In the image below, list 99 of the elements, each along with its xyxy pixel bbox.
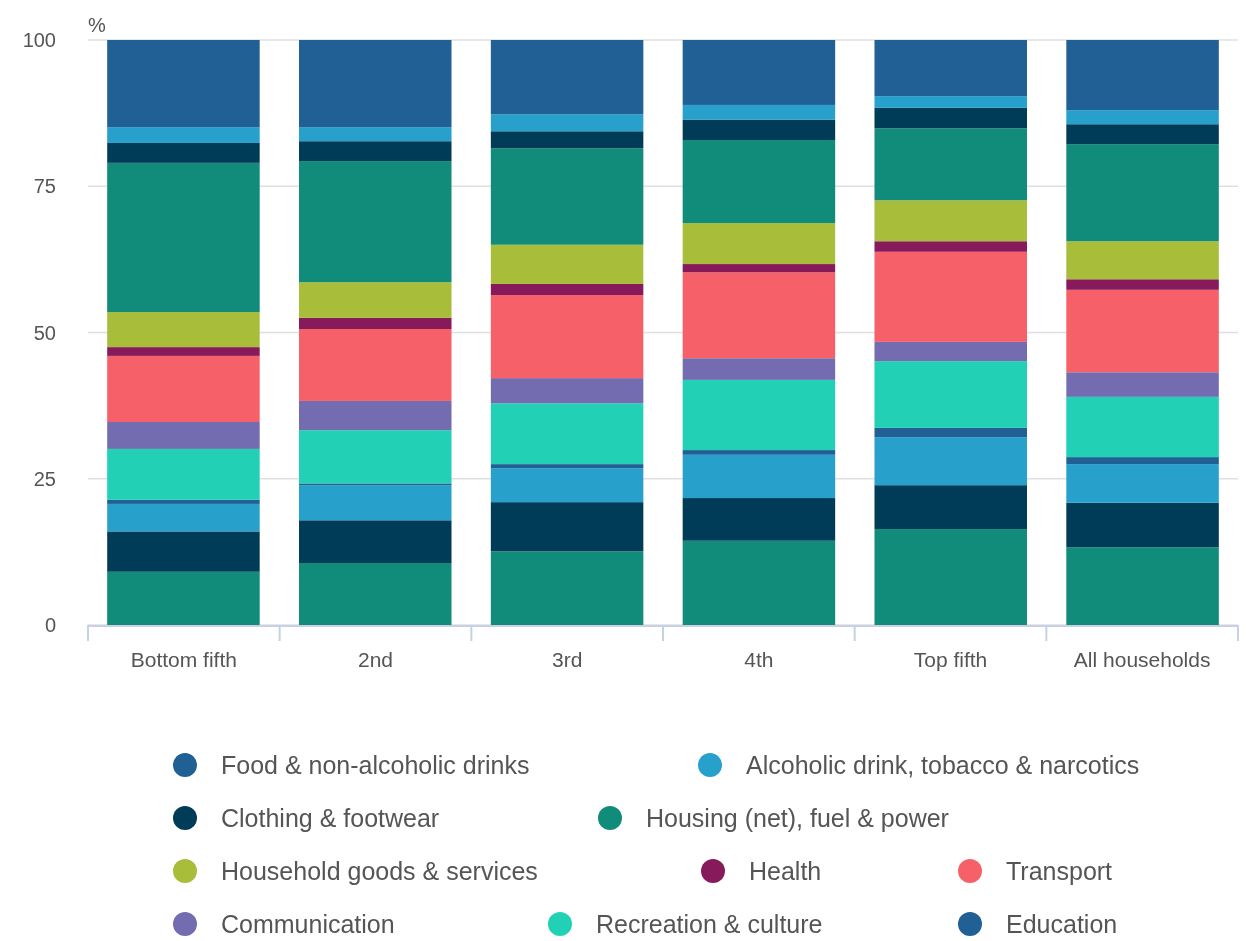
bar bbox=[874, 251, 1027, 342]
bar bbox=[874, 96, 1027, 108]
bar bbox=[107, 40, 260, 128]
bar bbox=[1066, 110, 1219, 125]
bar bbox=[1066, 40, 1219, 111]
bar bbox=[874, 427, 1027, 438]
legend-label: Education bbox=[1006, 909, 1118, 938]
bar bbox=[299, 141, 452, 162]
bar bbox=[1066, 124, 1219, 145]
bar bbox=[874, 341, 1027, 362]
y-tick-label: 75 bbox=[33, 175, 56, 198]
x-tick-label: Top fifth bbox=[913, 648, 988, 671]
bar bbox=[490, 283, 644, 296]
bar bbox=[107, 499, 260, 504]
bar bbox=[1066, 396, 1219, 458]
bar bbox=[874, 437, 1027, 486]
bar bbox=[682, 104, 836, 120]
x-tick-label: 4th bbox=[744, 648, 774, 671]
y-tick-label: 50 bbox=[33, 321, 56, 344]
bar bbox=[874, 128, 1027, 201]
x-tick-label: 2nd bbox=[357, 648, 394, 671]
bar bbox=[490, 378, 644, 404]
bar bbox=[299, 562, 452, 625]
bar bbox=[299, 161, 452, 283]
bar bbox=[1066, 289, 1219, 373]
legend-label: Household goods & services bbox=[221, 856, 538, 885]
bar bbox=[874, 107, 1027, 129]
bar bbox=[682, 540, 836, 625]
bar bbox=[1066, 457, 1219, 465]
bar bbox=[107, 162, 260, 313]
bar bbox=[1066, 502, 1219, 548]
bar bbox=[682, 454, 836, 499]
bar bbox=[490, 403, 644, 465]
bar bbox=[490, 502, 644, 552]
bar bbox=[1066, 144, 1219, 242]
bar bbox=[874, 241, 1027, 252]
x-tick-label: All households bbox=[1073, 648, 1211, 671]
legend-label: Clothing & footwear bbox=[221, 803, 440, 832]
bar bbox=[107, 312, 260, 348]
y-tick-label: 25 bbox=[33, 467, 56, 490]
legend-label: Food & non-alcoholic drinks bbox=[221, 750, 530, 779]
legend-label: Health bbox=[749, 856, 822, 885]
bar bbox=[682, 272, 836, 359]
legend-label: Alcoholic drink, tobacco & narcotics bbox=[746, 750, 1140, 779]
bar bbox=[1066, 241, 1219, 280]
legend-label: Transport bbox=[1006, 856, 1113, 885]
y-tick-label: 100 bbox=[22, 29, 56, 51]
bar bbox=[490, 148, 644, 245]
bar bbox=[1066, 547, 1219, 625]
bar bbox=[107, 142, 260, 163]
bar bbox=[299, 317, 452, 329]
x-tick-label: Bottom fifth bbox=[130, 648, 237, 671]
bar bbox=[682, 119, 836, 141]
bar bbox=[107, 503, 260, 532]
bar bbox=[107, 571, 260, 625]
bar bbox=[107, 448, 260, 500]
bar bbox=[490, 131, 644, 149]
bar bbox=[874, 200, 1027, 242]
bar bbox=[1066, 279, 1219, 290]
bar bbox=[490, 295, 644, 379]
bar bbox=[490, 464, 644, 469]
bar bbox=[107, 347, 260, 356]
bar bbox=[299, 328, 452, 401]
legend-label: Recreation & culture bbox=[596, 909, 823, 938]
bar bbox=[490, 244, 644, 284]
bar bbox=[299, 485, 452, 521]
bar bbox=[490, 40, 644, 115]
bar bbox=[682, 498, 836, 541]
bar bbox=[299, 430, 452, 484]
bar bbox=[1066, 464, 1219, 503]
bar bbox=[490, 551, 644, 625]
bar bbox=[682, 223, 836, 265]
bar bbox=[874, 485, 1027, 530]
bar bbox=[299, 520, 452, 563]
bar bbox=[874, 40, 1027, 97]
bar bbox=[682, 140, 836, 224]
legend-label: Communication bbox=[221, 909, 395, 938]
bar bbox=[490, 114, 644, 132]
bar bbox=[299, 400, 452, 431]
bar bbox=[874, 529, 1027, 625]
y-axis-title: % bbox=[88, 14, 106, 36]
bar bbox=[874, 361, 1027, 428]
bar bbox=[682, 358, 836, 380]
bar bbox=[299, 40, 452, 128]
bar bbox=[107, 127, 260, 143]
x-tick-label: 3rd bbox=[551, 648, 583, 671]
bar bbox=[107, 422, 260, 449]
legend-label: Housing (net), fuel & power bbox=[646, 803, 949, 832]
bar bbox=[682, 450, 836, 455]
bar bbox=[682, 264, 836, 273]
bar bbox=[682, 40, 836, 105]
y-tick-label: 0 bbox=[44, 614, 56, 636]
bar bbox=[107, 531, 260, 572]
bar bbox=[1066, 372, 1219, 397]
bar bbox=[299, 127, 452, 142]
bar bbox=[107, 355, 260, 423]
bar bbox=[299, 282, 452, 318]
bar bbox=[682, 379, 836, 451]
bar bbox=[490, 468, 644, 503]
